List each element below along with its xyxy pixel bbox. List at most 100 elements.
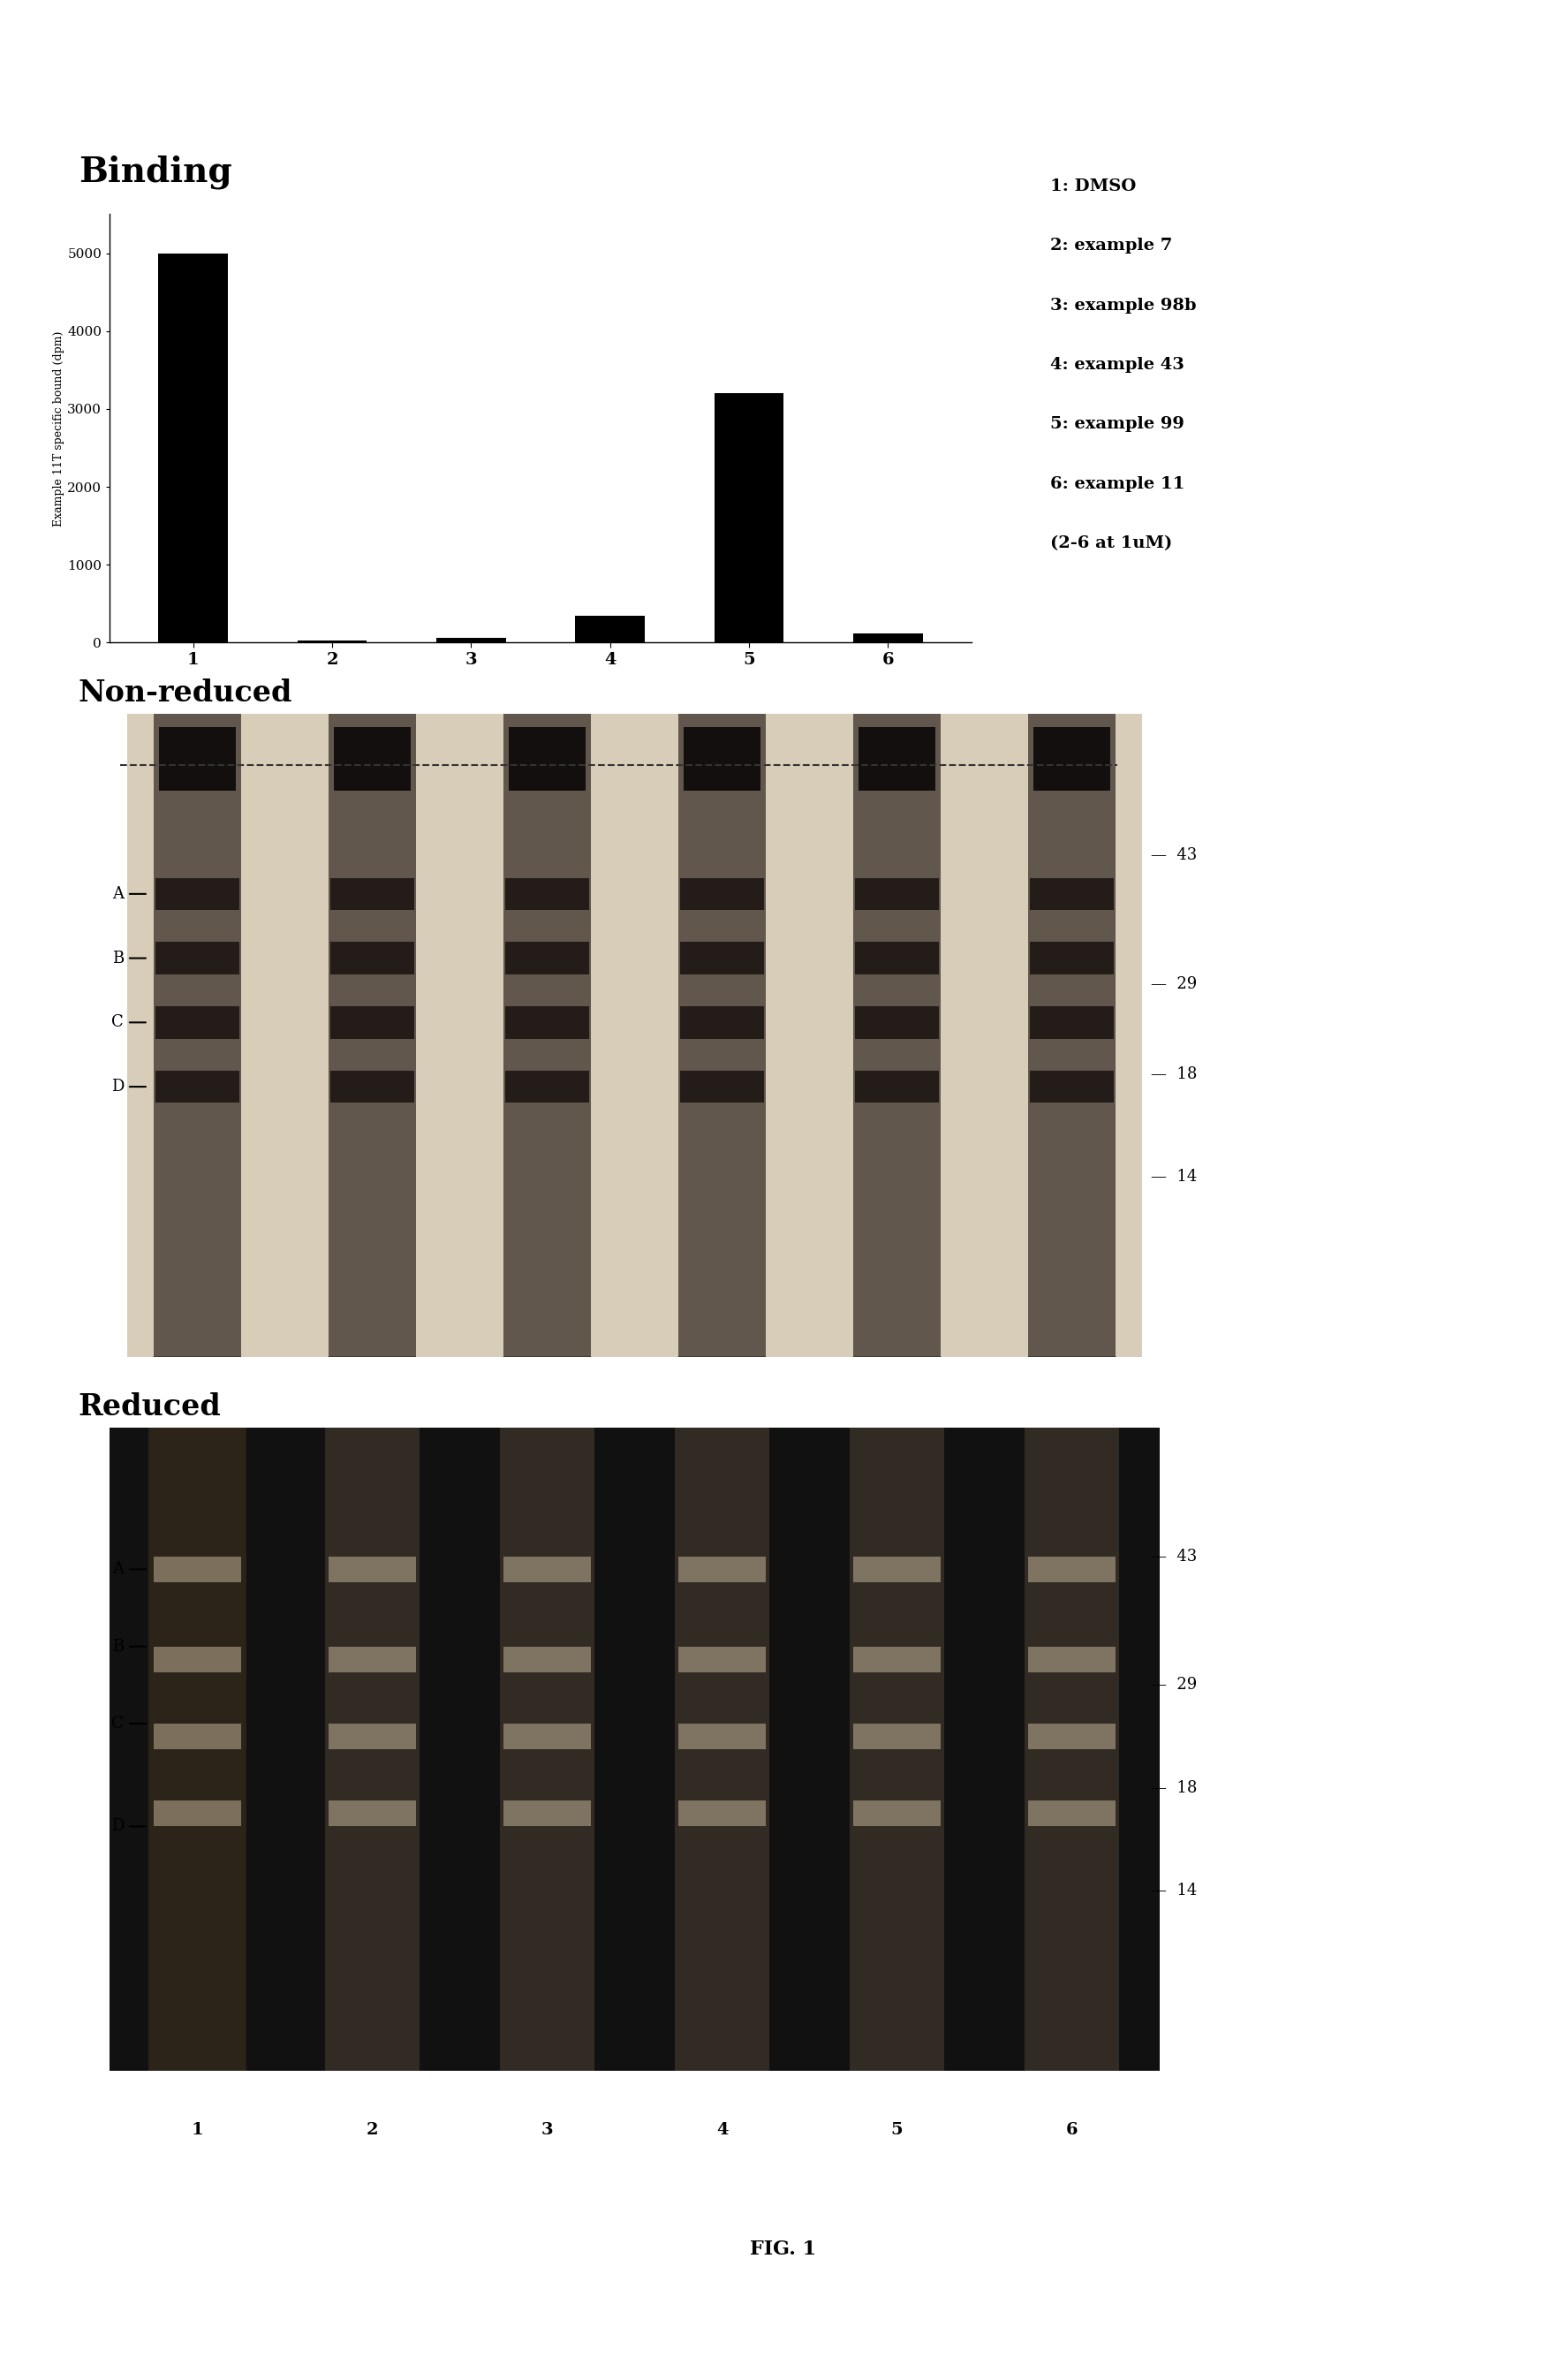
Bar bbox=[1029, 1071, 1113, 1102]
Bar bbox=[680, 942, 764, 973]
Bar bbox=[504, 878, 589, 909]
Bar bbox=[153, 714, 241, 1357]
Bar bbox=[853, 1723, 940, 1749]
Bar bbox=[155, 878, 240, 909]
Bar bbox=[503, 1647, 590, 1673]
Polygon shape bbox=[490, 1357, 603, 1368]
Bar bbox=[1027, 1647, 1115, 1673]
Text: D: D bbox=[111, 1078, 124, 1095]
Bar bbox=[329, 714, 415, 1357]
Bar bbox=[1027, 1802, 1115, 1825]
Text: 3: example 98b: 3: example 98b bbox=[1049, 298, 1195, 314]
Bar bbox=[153, 1723, 241, 1749]
Text: Non-reduced: Non-reduced bbox=[78, 678, 293, 707]
Text: —  29: — 29 bbox=[1149, 1678, 1196, 1692]
Bar bbox=[153, 1802, 241, 1825]
Bar bbox=[1034, 726, 1110, 790]
Bar bbox=[853, 633, 922, 643]
Bar bbox=[678, 1647, 766, 1673]
Text: A: A bbox=[113, 885, 124, 902]
Text: B: B bbox=[111, 950, 124, 966]
Bar bbox=[503, 714, 590, 1357]
Bar bbox=[153, 1557, 241, 1583]
Bar bbox=[1029, 878, 1113, 909]
Bar bbox=[675, 1428, 769, 2071]
Text: B: B bbox=[111, 1637, 124, 1654]
Bar bbox=[680, 1007, 764, 1038]
Text: 2: 2 bbox=[366, 2123, 377, 2137]
Bar bbox=[680, 1071, 764, 1102]
Text: 1: 1 bbox=[191, 2123, 204, 2137]
Text: 5: 5 bbox=[891, 2123, 902, 2137]
Text: 4: 4 bbox=[716, 2123, 728, 2137]
Bar bbox=[504, 1007, 589, 1038]
Polygon shape bbox=[1015, 1357, 1128, 1368]
Bar bbox=[1027, 714, 1115, 1357]
Text: (2-6 at 1uM): (2-6 at 1uM) bbox=[1049, 536, 1171, 552]
Text: Reduced: Reduced bbox=[78, 1392, 221, 1421]
Bar bbox=[329, 1557, 415, 1583]
Bar bbox=[849, 1428, 944, 2071]
Bar bbox=[158, 726, 235, 790]
Bar bbox=[504, 942, 589, 973]
Bar bbox=[1029, 1007, 1113, 1038]
Text: FIG. 1: FIG. 1 bbox=[750, 2240, 816, 2259]
Bar bbox=[155, 1071, 240, 1102]
Bar bbox=[329, 1647, 415, 1673]
Bar bbox=[683, 726, 760, 790]
Bar bbox=[855, 1071, 938, 1102]
Bar bbox=[680, 878, 764, 909]
Bar bbox=[155, 942, 240, 973]
Bar bbox=[678, 1802, 766, 1825]
Text: 3: 3 bbox=[540, 2123, 553, 2137]
Bar bbox=[1024, 1428, 1118, 2071]
Text: C: C bbox=[111, 1014, 124, 1031]
Bar bbox=[1029, 942, 1113, 973]
Text: 4: example 43: 4: example 43 bbox=[1049, 357, 1184, 374]
Text: —  43: — 43 bbox=[1149, 847, 1196, 864]
Bar bbox=[503, 1557, 590, 1583]
Text: 1: DMSO: 1: DMSO bbox=[1049, 178, 1135, 195]
Bar bbox=[853, 1647, 940, 1673]
Bar bbox=[503, 1802, 590, 1825]
Bar bbox=[855, 942, 938, 973]
Bar bbox=[853, 1557, 940, 1583]
Text: —  18: — 18 bbox=[1149, 1780, 1196, 1797]
Bar bbox=[329, 1723, 415, 1749]
Text: 2: example 7: 2: example 7 bbox=[1049, 238, 1171, 255]
Bar bbox=[1027, 1723, 1115, 1749]
Text: —  43: — 43 bbox=[1149, 1549, 1196, 1564]
Polygon shape bbox=[141, 1357, 254, 1368]
Bar bbox=[1027, 1557, 1115, 1583]
Text: Binding: Binding bbox=[78, 155, 232, 188]
Bar bbox=[155, 1007, 240, 1038]
Bar bbox=[714, 393, 783, 643]
Bar bbox=[149, 1376, 246, 2071]
Polygon shape bbox=[666, 1357, 778, 1368]
Bar bbox=[330, 878, 413, 909]
Bar bbox=[855, 1007, 938, 1038]
Bar bbox=[500, 1428, 594, 2071]
Bar bbox=[503, 1723, 590, 1749]
Bar bbox=[858, 726, 935, 790]
Bar bbox=[330, 942, 413, 973]
Bar bbox=[435, 638, 506, 643]
Bar bbox=[678, 1557, 766, 1583]
Text: D: D bbox=[111, 1818, 124, 1835]
Text: —  29: — 29 bbox=[1149, 976, 1196, 992]
Bar bbox=[575, 616, 645, 643]
Bar bbox=[329, 1802, 415, 1825]
Polygon shape bbox=[316, 1357, 428, 1368]
Bar bbox=[504, 1071, 589, 1102]
Bar bbox=[324, 1428, 420, 2071]
Text: —  18: — 18 bbox=[1149, 1066, 1196, 1083]
Bar bbox=[509, 726, 586, 790]
Bar bbox=[853, 1802, 940, 1825]
Text: 6: example 11: 6: example 11 bbox=[1049, 476, 1184, 493]
Y-axis label: Example 11T specific bound (dpm): Example 11T specific bound (dpm) bbox=[53, 331, 64, 526]
Text: —  14: — 14 bbox=[1149, 1169, 1196, 1185]
Text: —  14: — 14 bbox=[1149, 1883, 1196, 1899]
Text: A: A bbox=[113, 1561, 124, 1578]
Bar bbox=[153, 1647, 241, 1673]
Bar bbox=[150, 1428, 244, 2071]
